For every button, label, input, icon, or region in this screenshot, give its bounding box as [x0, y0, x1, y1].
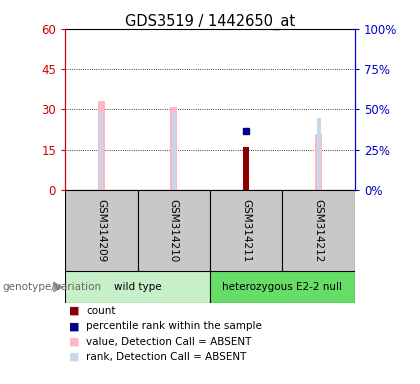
Bar	[210, 190, 282, 271]
Bar	[315, 134, 322, 190]
Bar	[172, 114, 176, 190]
Text: GDS3519 / 1442650_at: GDS3519 / 1442650_at	[125, 13, 295, 30]
Text: count: count	[86, 306, 116, 316]
Text: rank, Detection Call = ABSENT: rank, Detection Call = ABSENT	[86, 352, 247, 362]
Text: GSM314212: GSM314212	[314, 199, 324, 262]
Bar	[98, 101, 105, 190]
Text: genotype/variation: genotype/variation	[2, 282, 101, 292]
Bar	[99, 112, 103, 190]
Text: ■: ■	[69, 321, 80, 331]
Text: ■: ■	[69, 352, 80, 362]
Bar	[138, 190, 210, 271]
Bar	[243, 147, 249, 190]
Text: ■: ■	[69, 337, 80, 347]
Text: GSM314211: GSM314211	[241, 199, 251, 262]
Bar	[170, 107, 177, 190]
Bar	[65, 271, 210, 303]
Text: GSM314210: GSM314210	[169, 199, 179, 262]
Text: heterozygous E2-2 null: heterozygous E2-2 null	[223, 282, 342, 292]
Bar	[282, 190, 355, 271]
Text: ■: ■	[69, 306, 80, 316]
Polygon shape	[53, 281, 64, 293]
Text: wild type: wild type	[114, 282, 161, 292]
Text: GSM314209: GSM314209	[96, 199, 106, 262]
Bar	[210, 271, 355, 303]
Text: percentile rank within the sample: percentile rank within the sample	[86, 321, 262, 331]
Text: value, Detection Call = ABSENT: value, Detection Call = ABSENT	[86, 337, 252, 347]
Bar	[65, 190, 138, 271]
Bar	[317, 118, 321, 190]
